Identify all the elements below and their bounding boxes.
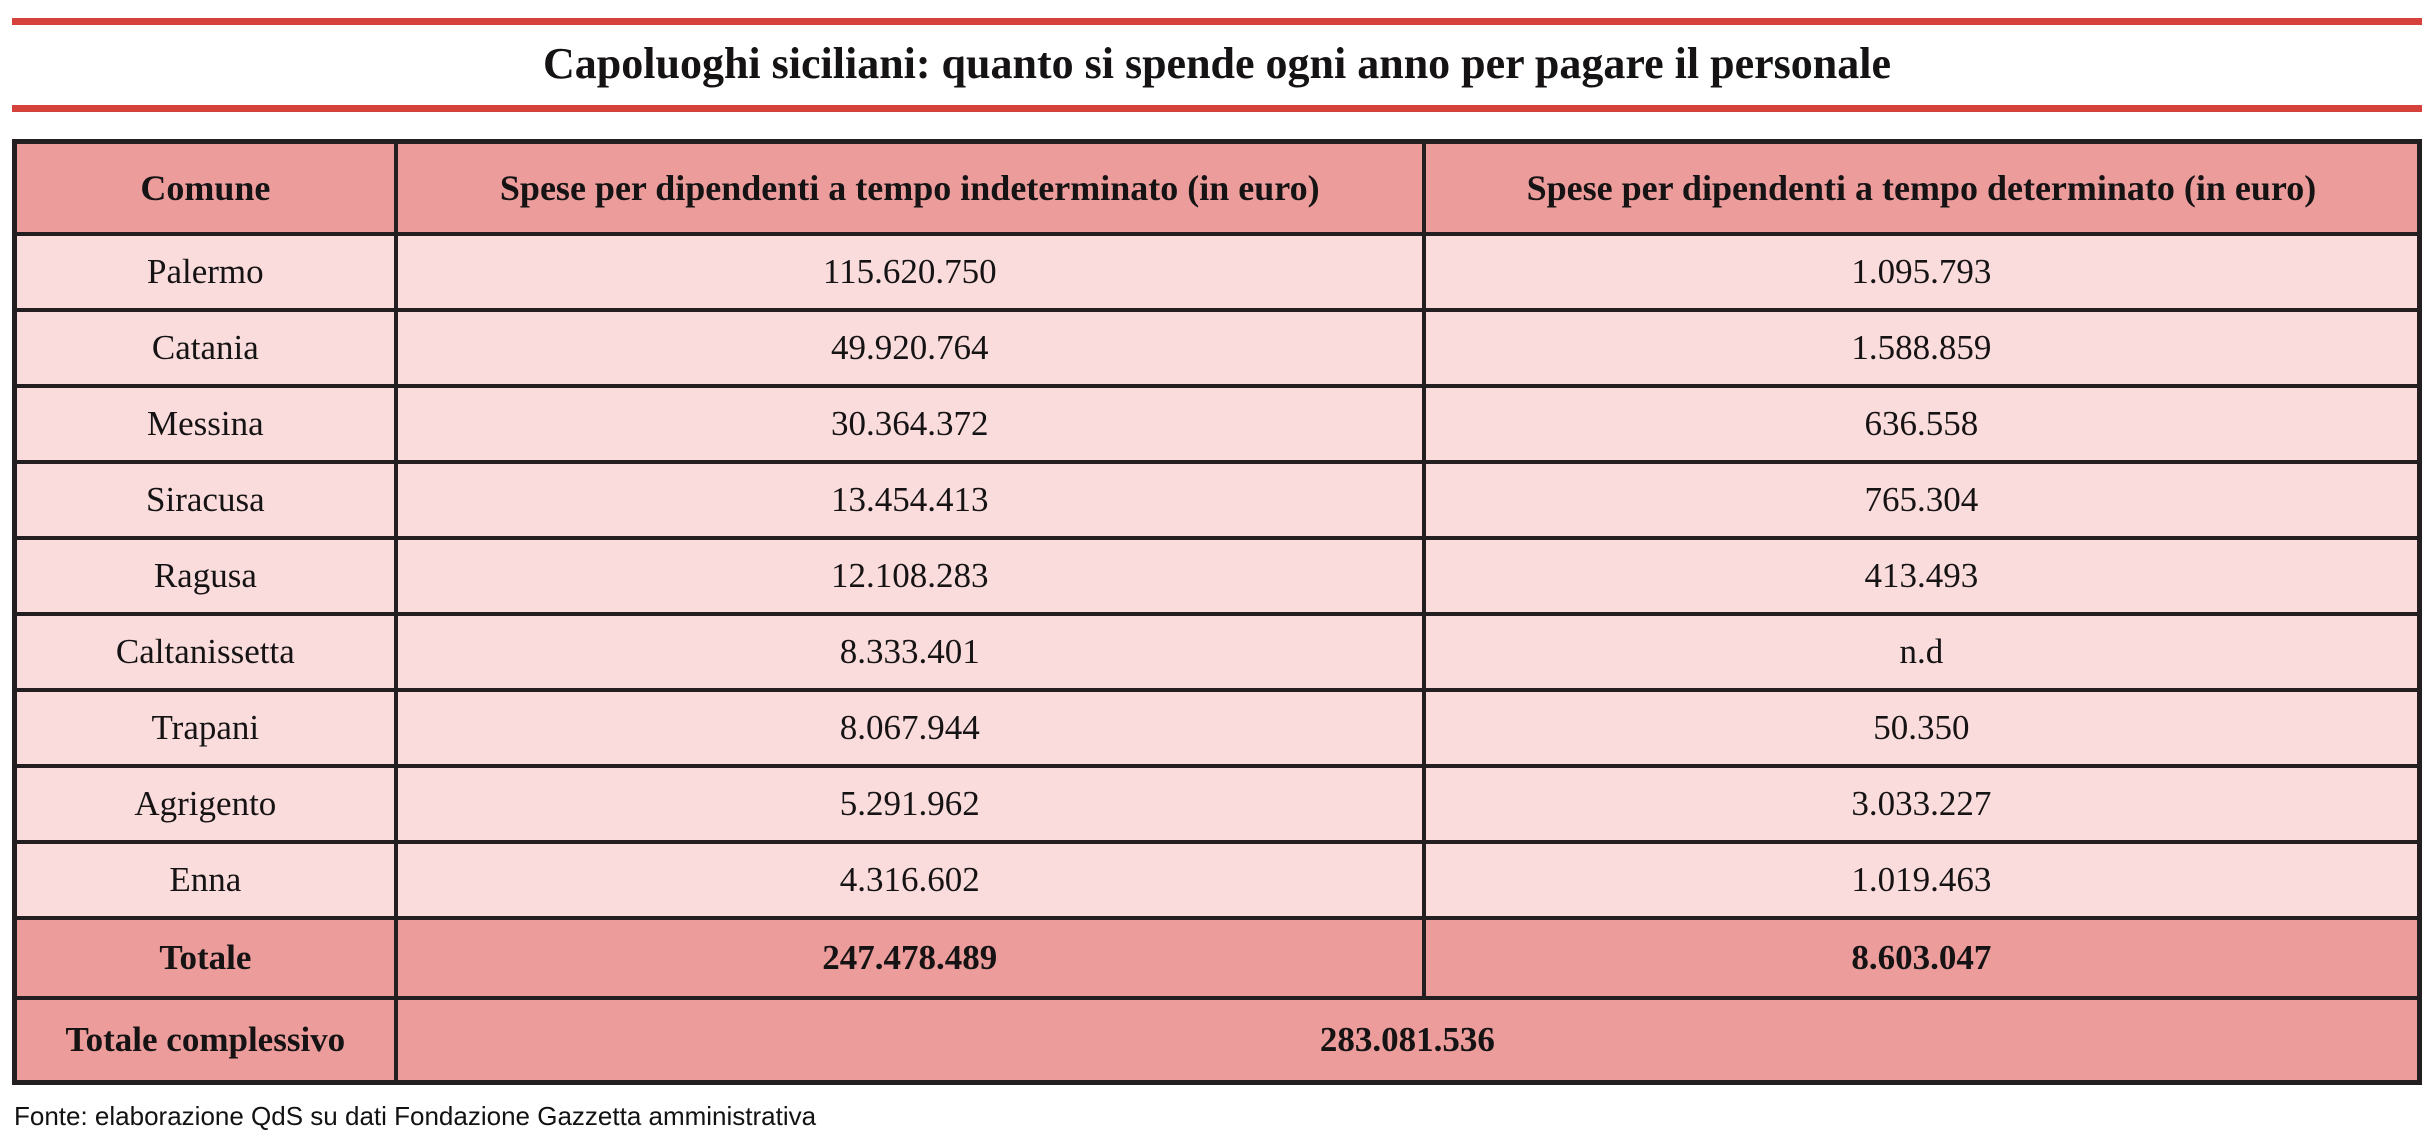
table-row: Enna 4.316.602 1.019.463 — [12, 840, 2422, 920]
cell-determinato: 1.019.463 — [1421, 840, 2422, 920]
cell-determinato: 1.095.793 — [1421, 232, 2422, 312]
table-row: Caltanissetta 8.333.401 n.d — [12, 612, 2422, 692]
cell-comune: Ragusa — [12, 536, 398, 616]
totale-complessivo-row: Totale complessivo 283.081.536 — [12, 996, 2422, 1085]
cell-comune: Enna — [12, 840, 398, 920]
cell-comune: Siracusa — [12, 460, 398, 540]
table-row: Catania 49.920.764 1.588.859 — [12, 308, 2422, 388]
totale-complessivo-label: Totale complessivo — [12, 996, 398, 1085]
title-rule-bottom — [12, 105, 2422, 112]
cell-indeterminato: 8.067.944 — [393, 688, 1426, 768]
cell-determinato: 1.588.859 — [1421, 308, 2422, 388]
cell-comune: Messina — [12, 384, 398, 464]
cell-indeterminato: 49.920.764 — [393, 308, 1426, 388]
cell-indeterminato: 115.620.750 — [393, 232, 1426, 312]
cell-determinato: 636.558 — [1421, 384, 2422, 464]
cell-determinato: 50.350 — [1421, 688, 2422, 768]
table-row: Agrigento 5.291.962 3.033.227 — [12, 764, 2422, 844]
totale-complessivo-value: 283.081.536 — [393, 996, 2422, 1085]
totale-determinato-value: 8.603.047 — [1421, 916, 2422, 1000]
cell-indeterminato: 13.454.413 — [393, 460, 1426, 540]
cell-comune: Caltanissetta — [12, 612, 398, 692]
table-body: Palermo 115.620.750 1.095.793 Catania 49… — [12, 232, 2422, 920]
cell-comune: Palermo — [12, 232, 398, 312]
cell-indeterminato: 12.108.283 — [393, 536, 1426, 616]
column-header-comune: Comune — [12, 139, 398, 236]
title-rule-top — [12, 18, 2422, 25]
totale-indeterminato-value: 247.478.489 — [393, 916, 1426, 1000]
table-row: Ragusa 12.108.283 413.493 — [12, 536, 2422, 616]
totale-row: Totale 247.478.489 8.603.047 — [12, 916, 2422, 1000]
table-row: Trapani 8.067.944 50.350 — [12, 688, 2422, 768]
source-note: Fonte: elaborazione QdS su dati Fondazio… — [14, 1101, 817, 1131]
cell-indeterminato: 30.364.372 — [393, 384, 1426, 464]
cell-indeterminato: 5.291.962 — [393, 764, 1426, 844]
cell-determinato: 765.304 — [1421, 460, 2422, 540]
page-title: Capoluoghi siciliani: quanto si spende o… — [543, 39, 1891, 88]
cell-determinato: 413.493 — [1421, 536, 2422, 616]
table-row: Messina 30.364.372 636.558 — [12, 384, 2422, 464]
column-header-indeterminato: Spese per dipendenti a tempo indetermina… — [393, 139, 1426, 236]
header-row: Comune Spese per dipendenti a tempo inde… — [12, 139, 2422, 236]
cell-comune: Trapani — [12, 688, 398, 768]
totale-label: Totale — [12, 916, 398, 1000]
cell-determinato: 3.033.227 — [1421, 764, 2422, 844]
table-row: Siracusa 13.454.413 765.304 — [12, 460, 2422, 540]
cell-determinato: n.d — [1421, 612, 2422, 692]
cell-comune: Catania — [12, 308, 398, 388]
spese-personale-table: Comune Spese per dipendenti a tempo inde… — [12, 139, 2422, 1085]
column-header-determinato: Spese per dipendenti a tempo determinato… — [1421, 139, 2422, 236]
cell-indeterminato: 8.333.401 — [393, 612, 1426, 692]
table-row: Palermo 115.620.750 1.095.793 — [12, 232, 2422, 312]
cell-indeterminato: 4.316.602 — [393, 840, 1426, 920]
cell-comune: Agrigento — [12, 764, 398, 844]
